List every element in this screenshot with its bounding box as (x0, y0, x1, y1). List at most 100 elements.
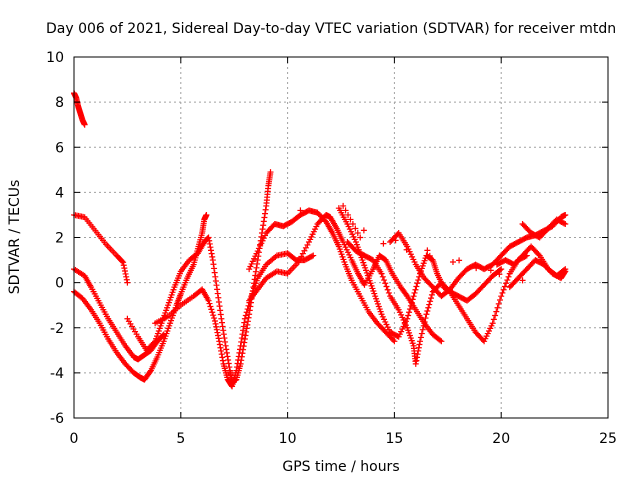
data-point (500, 286, 507, 293)
x-tick-label: 15 (385, 431, 403, 447)
y-tick-label: -6 (50, 411, 64, 427)
data-point (214, 329, 221, 336)
data-point (211, 315, 218, 322)
data-point (159, 332, 166, 339)
data-point (216, 303, 223, 310)
series-arc-c (71, 266, 167, 363)
y-tick-label: -4 (50, 366, 64, 382)
data-point (212, 320, 219, 327)
data-point (238, 335, 245, 342)
data-point (218, 347, 225, 354)
data-point (203, 211, 210, 218)
data-point (119, 258, 126, 265)
data-point (219, 323, 226, 330)
data-point (428, 291, 435, 298)
data-point (380, 240, 387, 247)
data-point (212, 273, 219, 280)
data-point (357, 234, 364, 241)
data-point (244, 318, 251, 325)
data-point (340, 202, 347, 209)
data-point (421, 318, 428, 325)
data-point (262, 206, 269, 213)
series-arc-h (246, 211, 445, 345)
data-point (562, 220, 569, 227)
x-axis-label: GPS time / hours (282, 459, 399, 475)
data-point (221, 335, 228, 342)
data-point (424, 247, 431, 254)
data-point (237, 342, 244, 349)
data-point (267, 169, 274, 176)
data-point (262, 210, 269, 217)
data-point (81, 121, 88, 128)
data-point (427, 298, 434, 305)
data-point (345, 211, 352, 218)
data-point (150, 339, 157, 346)
data-point (392, 237, 399, 244)
data-point (222, 338, 229, 345)
data-point (492, 312, 499, 319)
x-tick-label: 0 (70, 431, 79, 447)
data-point (238, 338, 245, 345)
data-point (241, 336, 248, 343)
data-point (423, 311, 430, 318)
data-point (233, 367, 240, 374)
data-point (211, 317, 218, 324)
x-tick-label: 5 (176, 431, 185, 447)
data-point (243, 328, 250, 335)
data-point (437, 337, 444, 344)
data-point (561, 269, 568, 276)
data-point (215, 294, 222, 301)
data-point (408, 299, 415, 306)
data-point (121, 268, 128, 275)
data-point (217, 307, 224, 314)
y-tick-label: 0 (55, 276, 64, 292)
data-point (489, 320, 496, 327)
data-point (494, 304, 501, 311)
data-point (415, 277, 422, 284)
data-point (349, 220, 356, 227)
data-point (413, 354, 420, 361)
data-point (503, 280, 510, 287)
series-arc-d (71, 211, 210, 383)
data-point (120, 259, 127, 266)
y-axis-label: SDTVAR / TECUs (7, 180, 23, 295)
x-tick-label: 25 (599, 431, 617, 447)
data-point (499, 289, 506, 296)
data-point (244, 321, 251, 328)
data-point (212, 278, 219, 285)
data-point (498, 266, 505, 273)
y-tick-label: 2 (55, 231, 64, 247)
data-point (234, 360, 241, 367)
x-tick-label: 20 (492, 431, 510, 447)
y-tick-label: 6 (55, 140, 64, 156)
data-point (410, 293, 417, 300)
data-point (473, 265, 480, 272)
data-point (206, 237, 213, 244)
data-point (562, 268, 569, 275)
data-point (209, 309, 216, 316)
series-arc-g (246, 207, 398, 345)
data-point (207, 244, 214, 251)
data-point (418, 330, 425, 337)
data-point (121, 265, 128, 272)
data-point (252, 268, 259, 275)
data-point (342, 207, 349, 214)
data-point (419, 326, 426, 333)
data-point (213, 323, 220, 330)
data-point (449, 258, 456, 265)
data-point (385, 289, 392, 296)
data-point (493, 308, 500, 315)
data-point (215, 332, 222, 339)
data-point (352, 225, 359, 232)
data-point (415, 347, 422, 354)
data-point (413, 357, 420, 364)
data-point (416, 341, 423, 348)
data-point (498, 293, 505, 300)
data-point (422, 315, 429, 322)
data-point (384, 286, 391, 293)
data-point (496, 297, 503, 304)
data-point (261, 214, 268, 221)
data-point (223, 346, 230, 353)
data-point (254, 260, 261, 267)
